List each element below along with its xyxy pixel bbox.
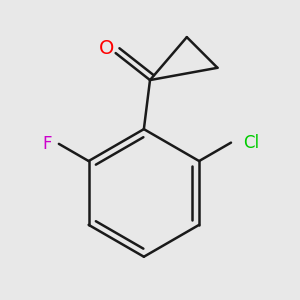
Text: F: F: [42, 135, 52, 153]
Text: O: O: [99, 39, 115, 58]
Text: Cl: Cl: [243, 134, 260, 152]
